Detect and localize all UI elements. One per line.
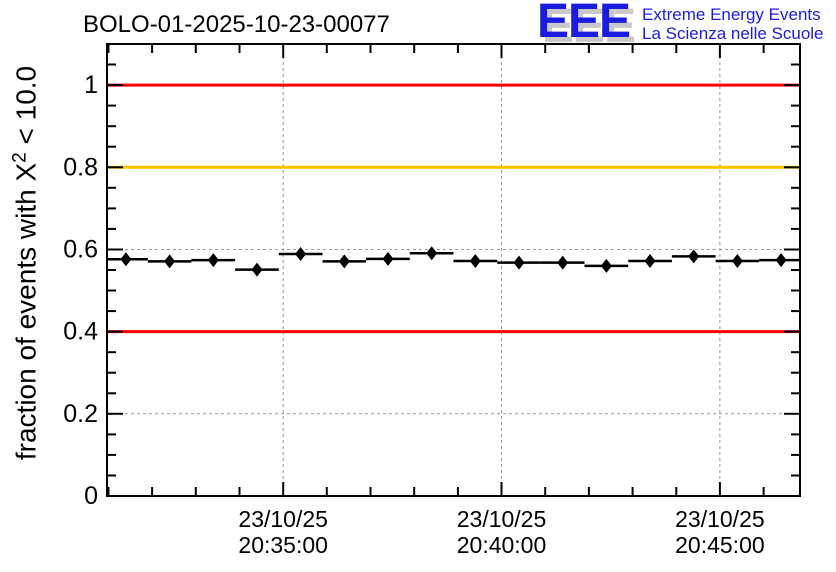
eee-logo-acronym: EEE	[537, 0, 631, 48]
eee-logo-subtitle: Extreme Energy Events La Scienza nelle S…	[642, 2, 823, 43]
data-point	[426, 246, 438, 261]
y-tick-label: 0.8	[63, 153, 98, 181]
data-point	[775, 253, 787, 268]
y-tick-label: 0.2	[63, 400, 98, 428]
data-point	[338, 254, 350, 269]
x-tick-label-date: 23/10/25	[457, 506, 547, 532]
data-point	[295, 247, 307, 261]
data-point	[164, 254, 176, 269]
eee-logo-subtitle-line2: La Scienza nelle Scuole	[642, 24, 824, 43]
eee-logo-subtitle-line1: Extreme Energy Events	[642, 5, 821, 24]
data-point	[251, 262, 263, 277]
data-point	[557, 255, 569, 270]
x-tick-label-date: 23/10/25	[675, 506, 765, 532]
plot-title: BOLO-01-2025-10-23-00077	[83, 11, 390, 38]
data-point	[207, 253, 219, 268]
plot-frame	[106, 43, 801, 497]
data-point	[469, 254, 481, 268]
y-tick-label: 1	[84, 71, 98, 99]
x-tick-label-time: 20:45:00	[675, 532, 765, 558]
x-tick-label-time: 20:35:00	[238, 532, 328, 558]
y-tick-label: 0	[84, 482, 98, 510]
y-tick-label: 0.6	[63, 236, 98, 264]
eee-logo: EEE Extreme Energy Events La Scienza nel…	[537, 0, 824, 48]
data-point	[600, 258, 612, 273]
data-point	[731, 254, 743, 268]
x-tick-label-time: 20:40:00	[457, 532, 547, 558]
x-tick-label-date: 23/10/25	[238, 506, 328, 532]
y-tick-label: 0.4	[63, 318, 98, 346]
data-point	[644, 254, 656, 268]
data-point	[382, 251, 394, 266]
data-point	[513, 255, 525, 270]
data-point	[120, 252, 132, 267]
data-point	[688, 249, 700, 264]
